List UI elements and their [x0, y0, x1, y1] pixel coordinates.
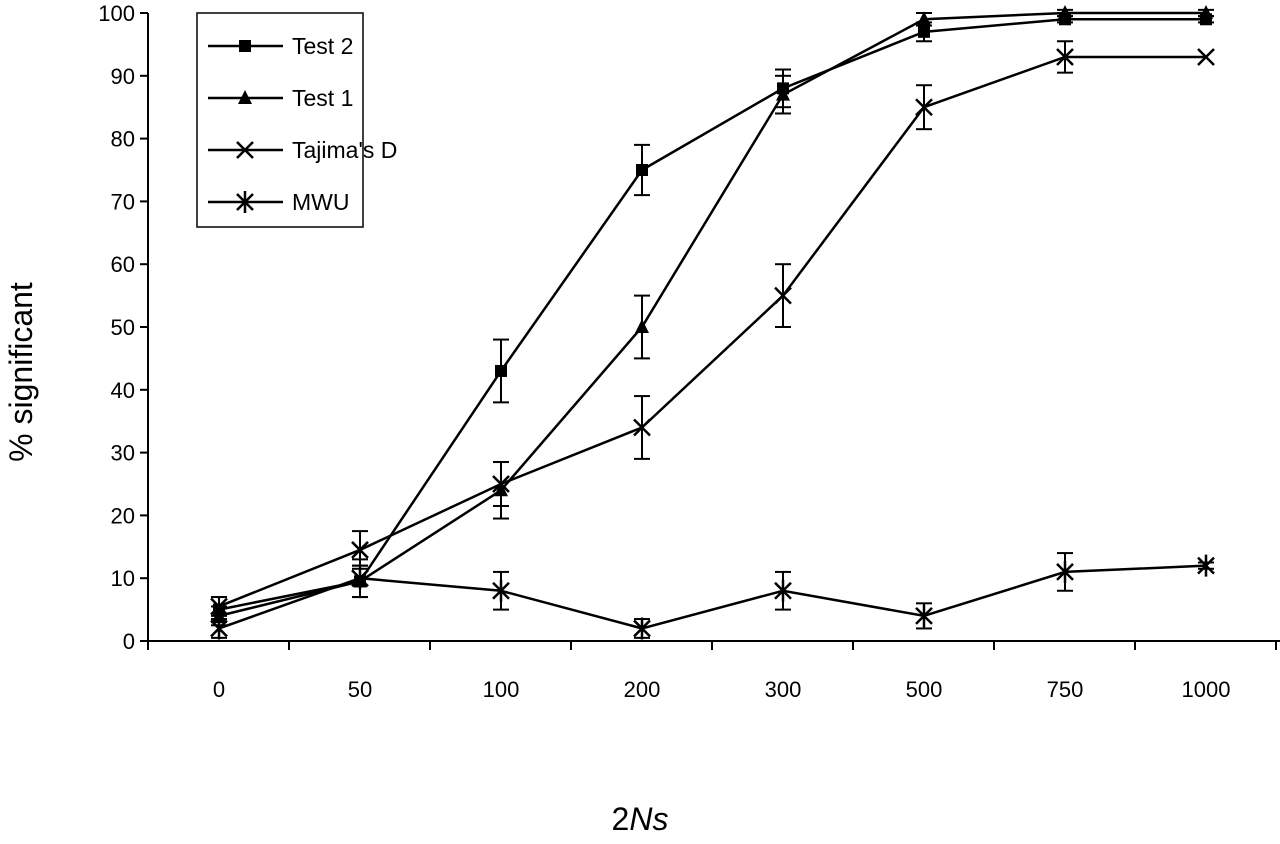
- triangle-marker: [635, 319, 649, 333]
- x-axis-label-italic: Ns: [629, 801, 668, 837]
- triangle-marker: [1199, 5, 1213, 19]
- legend-item: Test 1: [208, 85, 353, 111]
- x-marker: [236, 141, 254, 159]
- legend-label: Test 1: [292, 85, 353, 111]
- y-tick-label: 100: [98, 1, 135, 26]
- x-marker: [633, 418, 651, 437]
- square-marker: [239, 40, 251, 52]
- asterisk-marker: [915, 604, 933, 627]
- series-layer: [210, 5, 1215, 640]
- y-tick-label: 60: [111, 252, 135, 277]
- y-tick-label: 40: [111, 378, 135, 403]
- asterisk-marker: [492, 579, 510, 602]
- legend: Test 2 Test 1 Tajima's D MWU: [196, 12, 397, 228]
- series-line: [218, 18, 1206, 611]
- x-marker: [210, 597, 228, 616]
- legend-item: Tajima's D: [208, 137, 397, 163]
- x-marker: [915, 98, 933, 117]
- series-tajima-s-d: [210, 40, 1215, 617]
- x-tick-label: 300: [765, 677, 802, 702]
- asterisk-marker: [351, 567, 369, 590]
- y-tick-label: 80: [111, 127, 135, 152]
- y-tick-label: 50: [111, 315, 135, 340]
- x-marker: [351, 541, 369, 559]
- series-line: [218, 55, 1206, 608]
- y-axis-label: % significant: [3, 282, 39, 462]
- legend-label: Test 2: [292, 33, 353, 59]
- y-tick-label: 0: [123, 629, 135, 654]
- x-marker: [492, 475, 510, 493]
- triangle-marker: [238, 90, 252, 104]
- legend-item: MWU: [208, 189, 349, 215]
- x-marker: [1056, 48, 1074, 66]
- square-marker: [918, 25, 930, 38]
- x-tick-label: 0: [213, 677, 225, 702]
- asterisk-marker: [1056, 560, 1074, 583]
- y-tick-label: 70: [111, 189, 135, 214]
- x-marker: [1197, 48, 1215, 66]
- square-marker: [636, 164, 648, 176]
- asterisk-marker: [633, 617, 651, 640]
- y-tick-label: 30: [111, 441, 135, 466]
- y-tick-label: 20: [111, 503, 135, 528]
- x-tick-label: 750: [1047, 677, 1084, 702]
- triangle-marker: [1058, 5, 1072, 19]
- square-marker: [495, 364, 507, 377]
- legend-box: [196, 12, 364, 228]
- asterisk-marker: [1197, 554, 1215, 577]
- x-tick-label: 1000: [1182, 677, 1231, 702]
- x-tick-label: 100: [483, 677, 520, 702]
- x-tick-label: 200: [624, 677, 661, 702]
- asterisk-marker: [774, 579, 792, 602]
- series-line: [218, 11, 1206, 618]
- x-axis-label: 2Ns: [612, 801, 669, 837]
- asterisk-marker: [236, 191, 254, 213]
- legend-label: MWU: [292, 189, 349, 215]
- x-axis-label-prefix: 2: [612, 801, 630, 837]
- x-tick-label: 500: [906, 677, 943, 702]
- square-marker: [1200, 13, 1212, 26]
- x-marker: [774, 286, 792, 305]
- y-tick-label: 10: [111, 566, 135, 591]
- x-tick-label: 50: [348, 677, 372, 702]
- series-mwu: [210, 552, 1215, 640]
- legend-label: Tajima's D: [292, 137, 397, 163]
- series-line: [218, 564, 1207, 630]
- triangle-marker: [776, 86, 790, 101]
- legend-item: Test 2: [208, 33, 353, 59]
- triangle-marker: [917, 11, 931, 26]
- y-tick-label: 90: [111, 64, 135, 89]
- square-marker: [1059, 13, 1071, 26]
- asterisk-marker: [210, 617, 228, 640]
